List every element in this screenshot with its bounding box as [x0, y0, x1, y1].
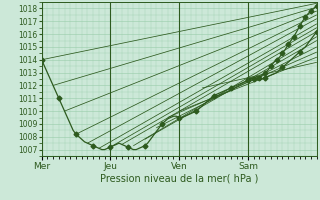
X-axis label: Pression niveau de la mer( hPa ): Pression niveau de la mer( hPa ) — [100, 173, 258, 183]
